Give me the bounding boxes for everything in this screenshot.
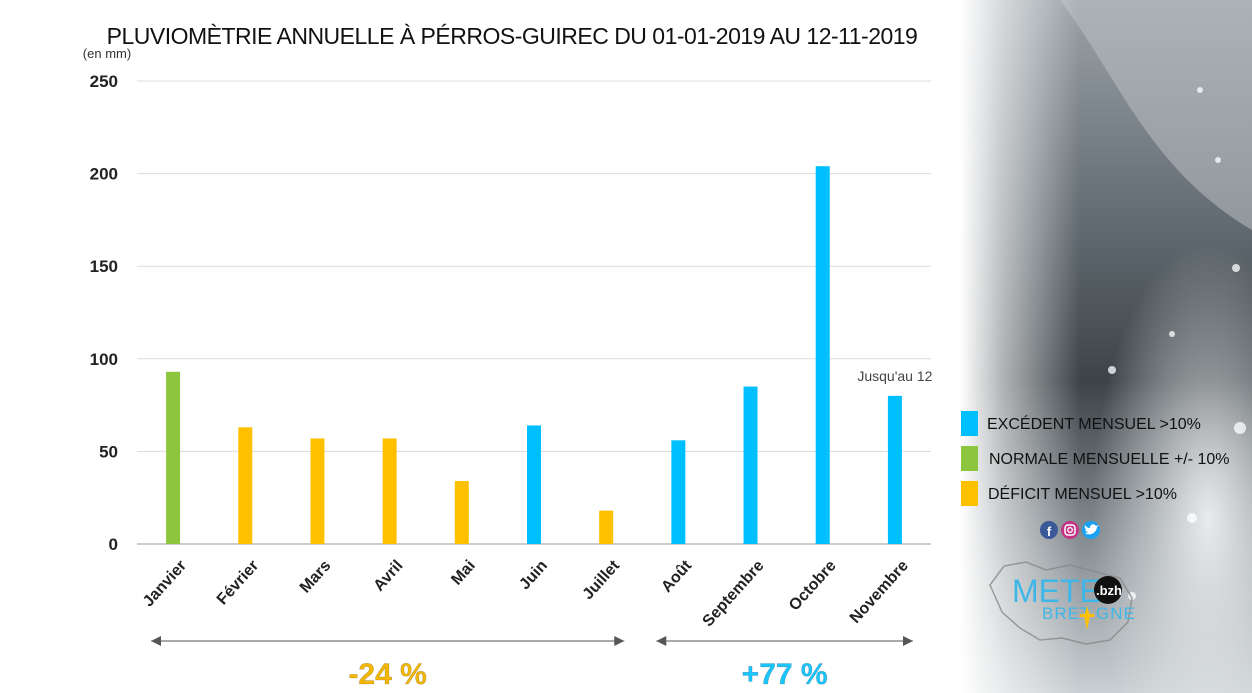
y-tick-label: 0 (109, 535, 118, 554)
svg-text:f: f (1047, 524, 1052, 539)
y-tick-label: 100 (90, 350, 118, 369)
bar-juillet (599, 510, 614, 544)
arrow-right-icon (614, 636, 625, 646)
x-tick-label: Mai (448, 557, 478, 588)
social-icons: f (1040, 521, 1100, 539)
meteo-bretagne-logo: METE .bzh BRET GNE (989, 561, 1136, 645)
x-tick-label: Octobre (786, 557, 840, 614)
instagram-icon[interactable] (1061, 521, 1079, 539)
chart-title: PLUVIOMÈTRIE ANNUELLE À PÉRROS-GUIREC DU… (107, 23, 918, 49)
y-axis-unit: (en mm) (83, 46, 131, 61)
x-tick-label: Juin (516, 557, 551, 593)
y-tick-label: 50 (99, 442, 118, 461)
y-tick-label: 200 (90, 165, 118, 184)
bar-mai (454, 481, 469, 544)
period-comparisons: -24 % +77 % (151, 636, 913, 691)
brittany-map-outline (989, 561, 1133, 645)
x-tick-label: Août (658, 557, 695, 596)
legend-swatch-deficit (961, 481, 978, 506)
bar-octobre (815, 166, 830, 544)
arrow-left-icon (656, 636, 667, 646)
logo-badge-text: .bzh (1096, 583, 1122, 598)
y-tick-label: 250 (90, 72, 118, 91)
bars (166, 166, 902, 544)
hermine-icon (1080, 606, 1094, 630)
bar-novembre (887, 395, 902, 544)
arrow-right-icon (903, 636, 913, 646)
legend-label-excedent: EXCÉDENT MENSUEL >10% (987, 414, 1201, 433)
logo-text-bretagne-start: BRET (1042, 604, 1091, 623)
x-tick-label: Juillet (580, 557, 624, 603)
x-tick-label: Mars (297, 557, 335, 596)
annotation-label: Jusqu'au 12 (857, 368, 932, 384)
twitter-icon[interactable] (1082, 521, 1100, 539)
legend-swatch-excedent (961, 411, 978, 436)
logo-text-meteo: METE (1012, 573, 1101, 609)
bar-avril (382, 438, 397, 544)
period-change-label: +77 % (742, 658, 828, 691)
legend: EXCÉDENT MENSUEL >10% NORMALE MENSUELLE … (961, 411, 1230, 506)
facebook-icon[interactable]: f (1040, 521, 1058, 539)
period-change-label: -24 % (348, 658, 426, 691)
x-tick-label: Septembre (700, 557, 768, 630)
legend-swatch-normale (961, 446, 978, 471)
x-tick-label: Janvier (140, 557, 190, 610)
x-tick-label: Avril (371, 557, 407, 594)
bar-mars (310, 438, 325, 544)
bar-septembre (743, 386, 758, 544)
y-tick-label: 150 (90, 257, 118, 276)
logo-text-bretagne-end: GNE (1096, 604, 1136, 623)
bar-juin (527, 425, 541, 544)
bar-août (671, 440, 686, 544)
logo-badge (1094, 576, 1122, 604)
annotations: Jusqu'au 12 (857, 368, 932, 384)
legend-label-deficit: DÉFICIT MENSUEL >10% (988, 484, 1177, 503)
arrow-left-icon (151, 636, 161, 646)
x-tick-label: Février (214, 557, 262, 608)
legend-label-normale: NORMALE MENSUELLE +/- 10% (989, 451, 1230, 468)
bar-janvier (166, 371, 181, 544)
y-axis-ticks: 0 50 100 150 200 250 (90, 72, 118, 554)
x-tick-label: Novembre (847, 557, 912, 627)
bar-février (238, 427, 253, 544)
x-axis-ticks: Janvier Février Mars Avril Mai Juin Juillet Aoû… (140, 557, 912, 630)
